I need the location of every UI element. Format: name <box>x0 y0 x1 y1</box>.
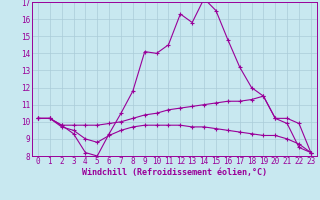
X-axis label: Windchill (Refroidissement éolien,°C): Windchill (Refroidissement éolien,°C) <box>82 168 267 177</box>
